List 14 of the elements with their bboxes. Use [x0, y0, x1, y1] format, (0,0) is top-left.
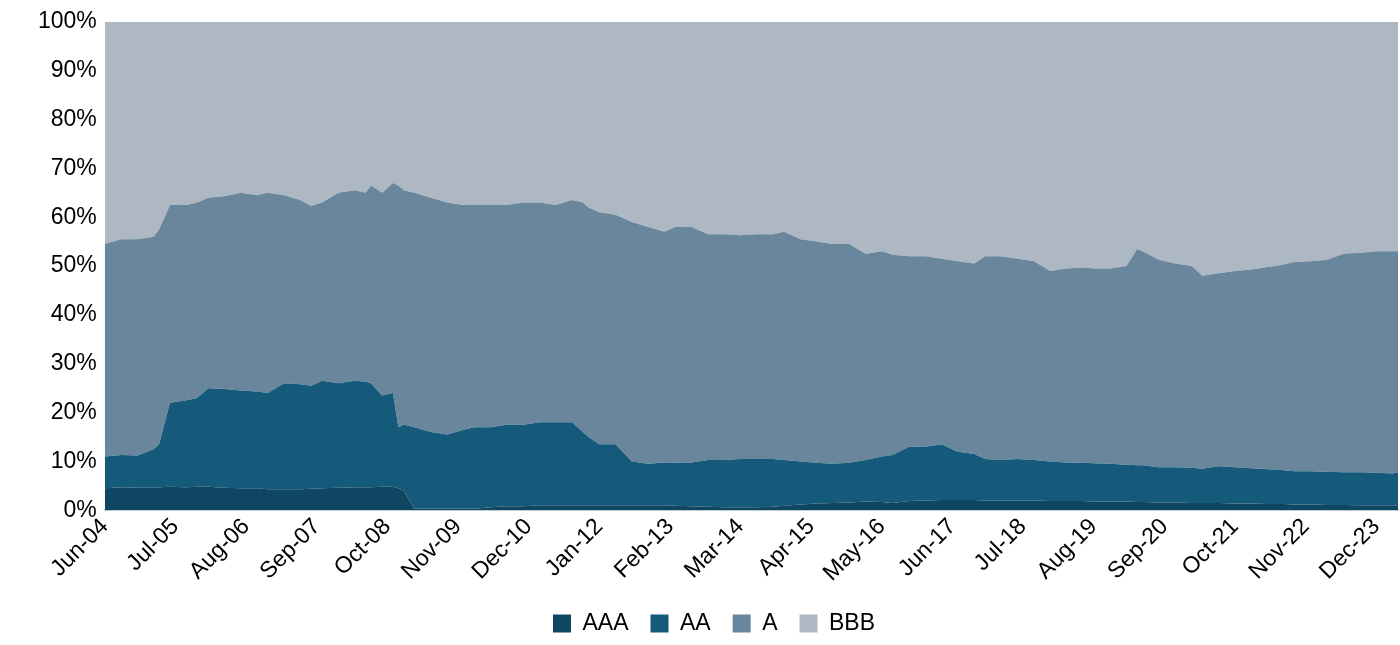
y-tick-label: 10%	[50, 446, 97, 473]
y-tick-label: 30%	[50, 349, 97, 376]
legend-label: BBB	[829, 608, 876, 635]
y-tick-label: 60%	[50, 202, 97, 229]
y-tick-label: 100%	[38, 7, 97, 34]
y-tick-label: 80%	[50, 104, 97, 131]
y-tick-label: 90%	[50, 55, 97, 82]
legend-label: A	[762, 608, 779, 635]
y-tick-label: 50%	[50, 251, 97, 278]
y-tick-label: 70%	[50, 153, 97, 180]
legend-label: AA	[679, 608, 712, 635]
y-tick-label: 20%	[50, 397, 97, 424]
legend-label: AAA	[582, 608, 630, 635]
y-tick-label: 40%	[50, 300, 97, 327]
